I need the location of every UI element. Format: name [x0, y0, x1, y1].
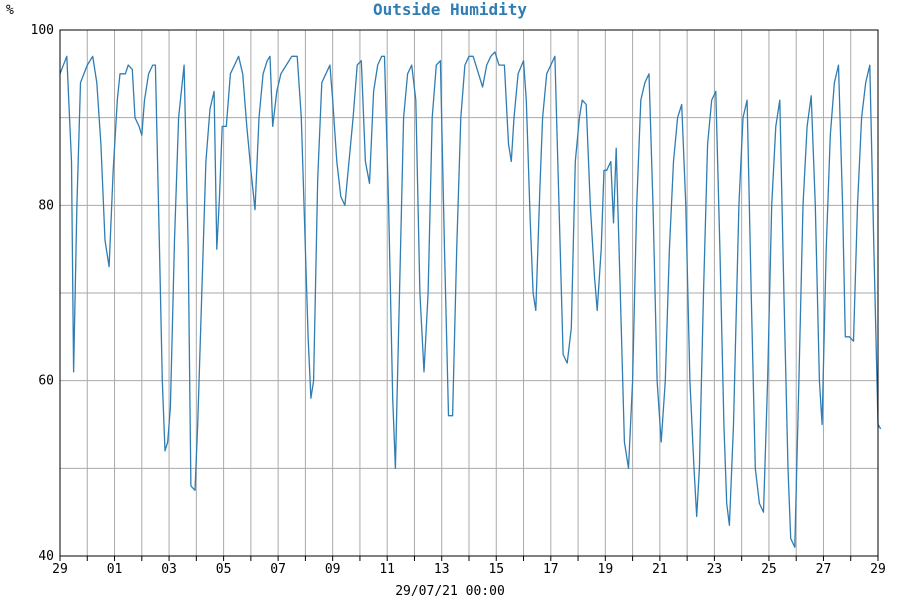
- y-tick-label: 100: [31, 23, 54, 38]
- x-tick-label: 09: [325, 562, 341, 577]
- y-tick-label: 60: [38, 374, 54, 389]
- x-axis-date-label: 29/07/21 00:00: [395, 584, 505, 599]
- x-tick-label: 15: [488, 562, 504, 577]
- grid-lines: [59, 29, 879, 561]
- x-tick-label: 03: [161, 562, 177, 577]
- x-tick-label: 05: [216, 562, 232, 577]
- x-tick-label: 23: [707, 562, 723, 577]
- x-tick-label: 29: [52, 562, 68, 577]
- x-tick-label: 27: [816, 562, 832, 577]
- chart-title: Outside Humidity: [373, 0, 527, 19]
- y-tick-label: 40: [38, 549, 54, 564]
- x-tick-labels: 29 01 03 05 07 09 11 13 15 17 19 21 23 25 27 29: [52, 562, 886, 577]
- y-axis-unit-label: %: [6, 3, 14, 18]
- humidity-series-line: [59, 51, 882, 548]
- x-tick-label: 01: [107, 562, 123, 577]
- x-tick-label: 11: [379, 562, 395, 577]
- x-tick-label: 07: [270, 562, 286, 577]
- x-tick-label: 13: [434, 562, 450, 577]
- x-tick-label: 19: [598, 562, 614, 577]
- x-tick-label: 25: [761, 562, 777, 577]
- y-tick-label: 80: [38, 198, 54, 213]
- x-tick-label: 21: [652, 562, 668, 577]
- plot-frame: [59, 29, 879, 557]
- x-tick-label: 17: [543, 562, 559, 577]
- x-tick-label: 29: [870, 562, 886, 577]
- y-tick-labels: 40 60 80 100: [31, 23, 54, 564]
